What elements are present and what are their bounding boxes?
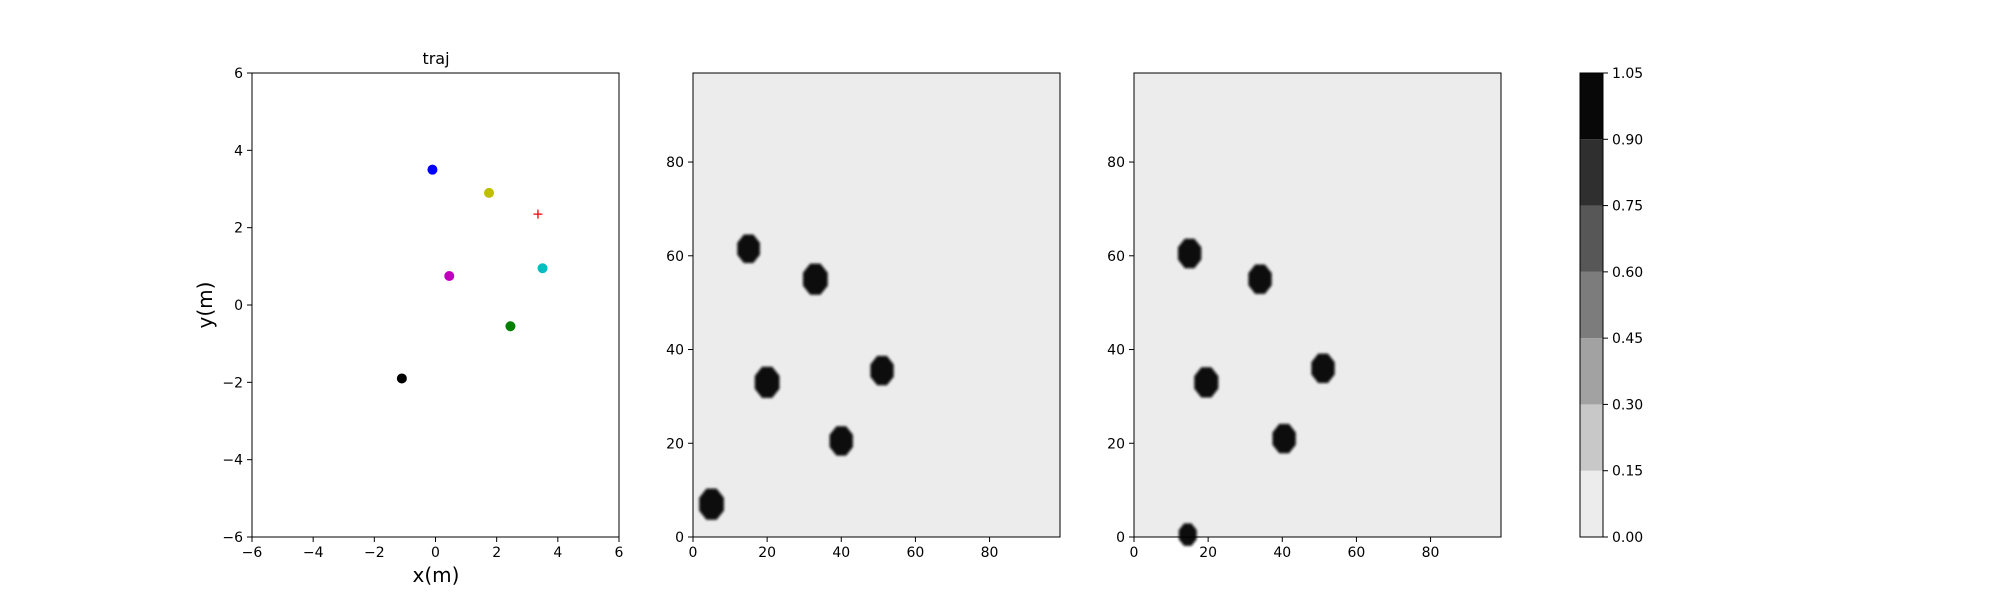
occupancy-map-1-y-tick-label: 0 (675, 530, 684, 546)
occupancy-map-2-x-tick-label: 0 (1130, 545, 1139, 561)
occupancy-map-1-obstacle (829, 426, 853, 456)
occupancy-map-1-x-tick-label: 0 (689, 545, 698, 561)
colorbar-tick-label: 0.00 (1612, 530, 1643, 546)
colorbar-band (1580, 338, 1603, 405)
trajectory-y-tick-label: 0 (234, 298, 243, 314)
colorbar-band (1580, 404, 1603, 471)
trajectory-x-tick-label: 4 (553, 545, 562, 561)
trajectory-x-axis-label: x(m) (413, 563, 460, 587)
colorbar-band (1580, 470, 1603, 537)
occupancy-map-1-obstacle (699, 488, 724, 520)
occupancy-map-1-x-ticks: 0 20 40 60 80 (689, 537, 999, 561)
trajectory-x-tick-label: 2 (492, 545, 501, 561)
occupancy-map-2-y-tick-label: 40 (1107, 343, 1125, 359)
occupancy-map-1-obstacle (870, 355, 894, 386)
occupancy-map-2-background (1134, 73, 1501, 537)
trajectory-x-tick-label: −4 (303, 545, 324, 561)
trajectory-x-tick-label: −6 (242, 545, 263, 561)
colorbar-tick-label: 0.75 (1612, 199, 1643, 215)
colorbar-tick-label: 0.60 (1612, 265, 1643, 281)
colorbar-tick-label: 0.45 (1612, 331, 1643, 347)
trajectory-point (427, 164, 438, 175)
trajectory-plot-area (251, 72, 620, 538)
trajectory-x-tick-label: 0 (431, 545, 440, 561)
colorbar-bands (1580, 73, 1603, 537)
occupancy-map-2-x-tick-label: 20 (1199, 545, 1217, 561)
colorbar-frame (1579, 72, 1604, 538)
occupancy-map-1-y-ticks: 0 20 40 60 80 (666, 155, 693, 546)
occupancy-map-1-x-tick-label: 60 (907, 545, 925, 561)
occupancy-map-2-obstacle (1248, 264, 1272, 294)
trajectory-point (505, 321, 516, 332)
occupancy-map-2-obstacles (1178, 238, 1335, 546)
occupancy-map-1-y-tick-label: 40 (666, 343, 684, 359)
occupancy-map-2-x-ticks: 0 20 40 60 80 (1130, 537, 1440, 561)
occupancy-map-2-x-tick-label: 40 (1273, 545, 1291, 561)
occupancy-map-2-frame (1133, 72, 1502, 538)
colorbar-tick-label: 0.15 (1612, 464, 1643, 480)
trajectory-x-ticks: −6 −4 −2 0 2 4 6 (242, 537, 624, 561)
trajectory-point (396, 373, 407, 384)
colorbar-band (1580, 205, 1603, 272)
trajectory-point (537, 263, 548, 274)
occupancy-map-panel-2: 0 20 40 60 80 0 20 40 60 80 (1107, 72, 1502, 561)
colorbar-tick-label: 0.90 (1612, 132, 1643, 148)
colorbar: 0.00 0.15 0.30 0.45 0.60 0.75 0.90 1.05 (1579, 66, 1643, 546)
trajectory-y-tick-label: −6 (222, 530, 243, 546)
colorbar-band (1580, 73, 1603, 140)
trajectory-title: traj (422, 49, 449, 68)
occupancy-map-1-obstacle (754, 366, 780, 398)
colorbar-band (1580, 271, 1603, 339)
trajectory-y-tick-label: 6 (234, 66, 243, 82)
occupancy-map-1-obstacle (803, 263, 828, 295)
occupancy-map-1-frame (692, 72, 1061, 538)
occupancy-map-2-y-tick-label: 60 (1107, 249, 1125, 265)
occupancy-map-2-x-tick-label: 60 (1348, 545, 1366, 561)
occupancy-map-2-obstacle (1178, 523, 1197, 546)
occupancy-map-1-x-tick-label: 20 (758, 545, 776, 561)
occupancy-map-2-y-tick-label: 0 (1116, 530, 1125, 546)
trajectory-y-tick-label: 4 (234, 143, 243, 159)
trajectory-y-axis-label: y(m) (193, 282, 217, 329)
trajectory-y-tick-label: 2 (234, 221, 243, 237)
trajectory-points (396, 164, 548, 384)
colorbar-band (1580, 139, 1603, 206)
occupancy-map-1-x-tick-label: 40 (832, 545, 850, 561)
occupancy-map-1-background (693, 73, 1060, 537)
colorbar-tick-label: 1.05 (1612, 66, 1643, 82)
occupancy-map-1-y-tick-label: 20 (666, 436, 684, 452)
trajectory-panel: traj −6 −4 −2 0 2 4 6 −6 −4 −2 0 2 4 6 x(m) y(m) (193, 49, 624, 587)
occupancy-map-1-x-tick-label: 80 (981, 545, 999, 561)
occupancy-map-2-x-tick-label: 80 (1422, 545, 1440, 561)
trajectory-goal-marker (533, 209, 543, 219)
colorbar-tick-label: 0.30 (1612, 397, 1643, 413)
trajectory-y-tick-label: −4 (222, 453, 243, 469)
occupancy-map-2-obstacle (1311, 353, 1335, 383)
occupancy-map-2-obstacle (1194, 367, 1219, 398)
occupancy-map-1-y-tick-label: 80 (666, 155, 684, 171)
trajectory-x-tick-label: 6 (615, 545, 624, 561)
occupancy-map-2-y-ticks: 0 20 40 60 80 (1107, 155, 1134, 546)
occupancy-map-2-obstacle (1178, 238, 1202, 269)
occupancy-map-panel-1: 0 20 40 60 80 0 20 40 60 80 (666, 72, 1061, 561)
trajectory-point (484, 187, 495, 198)
colorbar-ticks: 0.00 0.15 0.30 0.45 0.60 0.75 0.90 1.05 (1603, 66, 1643, 546)
trajectory-x-tick-label: −2 (364, 545, 385, 561)
trajectory-y-ticks: −6 −4 −2 0 2 4 6 (222, 66, 252, 546)
trajectory-y-tick-label: −2 (222, 375, 243, 391)
trajectory-point (444, 271, 455, 281)
occupancy-map-1-y-tick-label: 60 (666, 249, 684, 265)
occupancy-map-2-y-tick-label: 20 (1107, 436, 1125, 452)
occupancy-map-2-y-tick-label: 80 (1107, 155, 1125, 171)
occupancy-map-1-obstacle (737, 234, 760, 263)
occupancy-map-1-obstacles (699, 234, 894, 520)
occupancy-map-2-obstacle (1272, 423, 1296, 454)
